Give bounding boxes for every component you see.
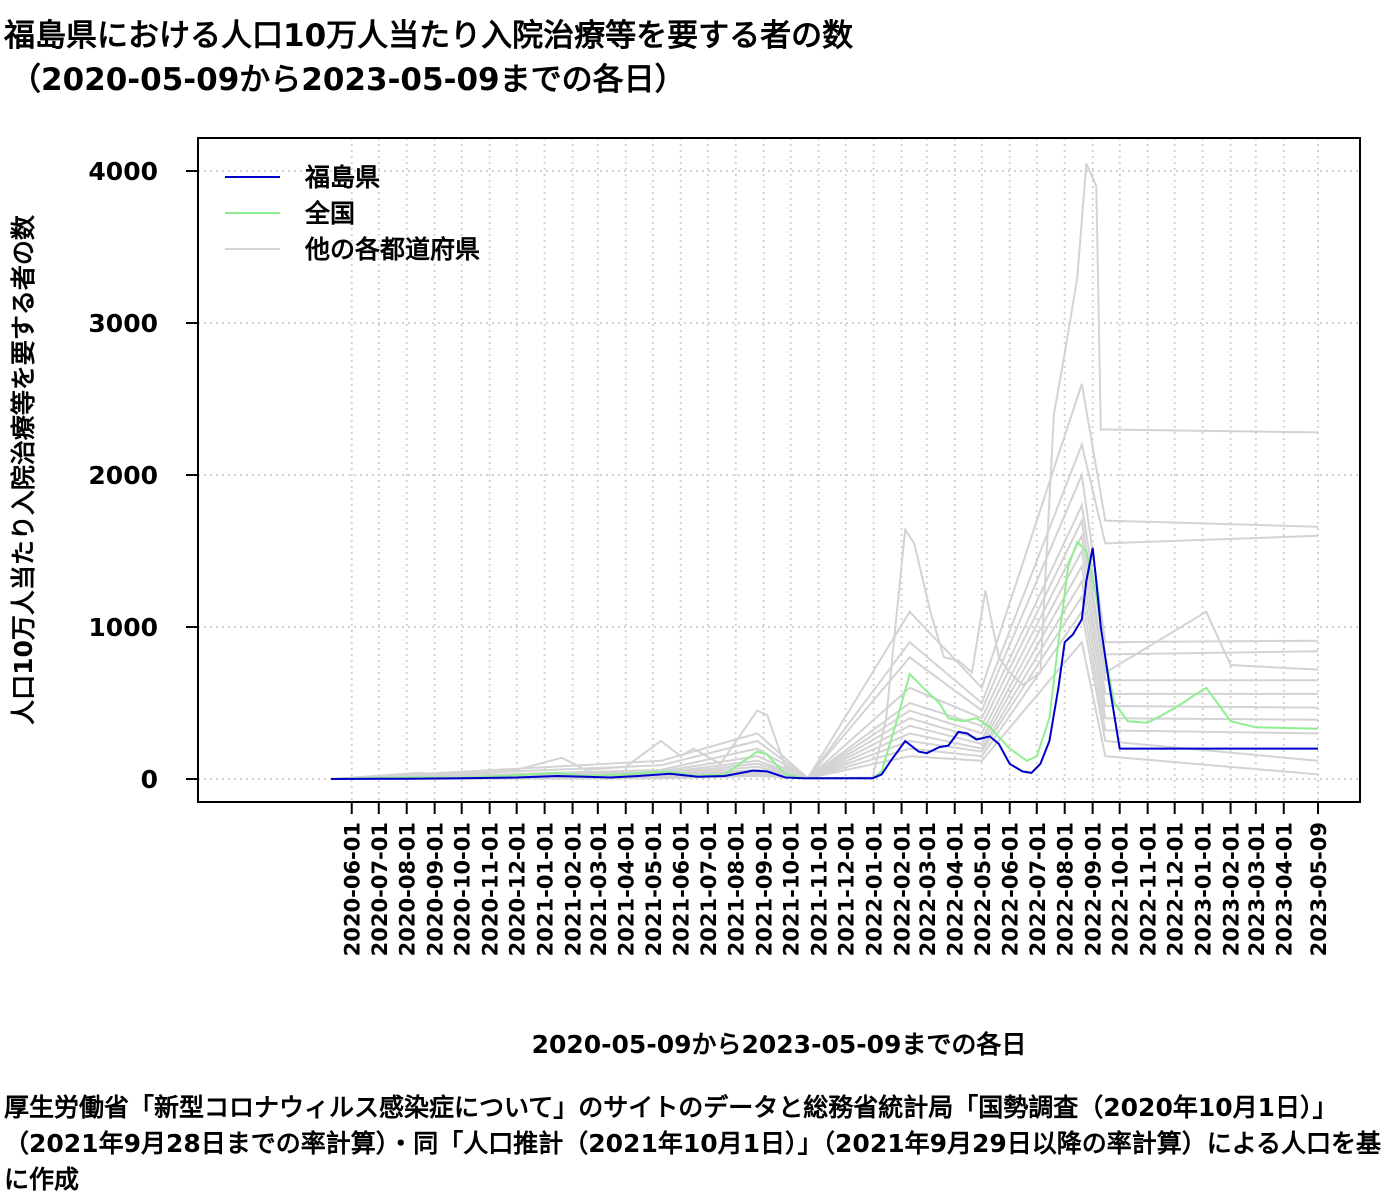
x-tick-label: 2020-12-01 [506, 822, 530, 956]
x-tick-label: 2021-07-01 [697, 822, 721, 956]
x-tick-label: 2021-11-01 [808, 822, 832, 956]
x-tick-label: 2022-01-01 [863, 822, 887, 956]
x-tick-label: 2021-06-01 [670, 822, 694, 956]
legend-label: 福島県 [304, 163, 380, 192]
series-line-other-7 [330, 547, 1318, 780]
title-line-1: 福島県における人口10万人当たり入院治療等を要する者の数 [4, 18, 854, 54]
y-tick-label: 1000 [88, 613, 158, 642]
chart-title: 福島県における人口10万人当たり入院治療等を要する者の数 （2020-05-09… [4, 14, 853, 102]
x-tick-label: 2022-09-01 [1082, 822, 1106, 956]
x-tick-label: 2021-08-01 [725, 822, 749, 956]
x-tick-label: 2022-05-01 [971, 822, 995, 956]
x-tick-label: 2020-10-01 [451, 822, 475, 956]
x-tick-label: 2023-02-01 [1220, 822, 1244, 956]
x-tick-label: 2023-05-09 [1307, 822, 1331, 956]
series-line-2 [330, 540, 1319, 780]
y-axis: 0 1000 2000 3000 4000 [88, 157, 198, 794]
y-tick-label: 0 [141, 765, 158, 794]
x-tick-label: 2022-04-01 [944, 822, 968, 956]
x-tick-label: 2023-04-01 [1273, 822, 1297, 956]
x-tick-label: 2022-07-01 [1026, 822, 1050, 956]
x-tick-label: 2023-03-01 [1245, 822, 1269, 956]
x-tick-label: 2021-03-01 [587, 822, 611, 956]
x-tick-label: 2021-04-01 [615, 822, 639, 956]
x-tick-label: 2020-06-01 [341, 822, 365, 956]
series-line-other-1 [330, 383, 1319, 780]
x-axis-label: 2020-05-09から2023-05-09までの各日 [531, 1030, 1027, 1059]
legend-label: 全国 [304, 199, 355, 228]
series-line-other-11 [330, 609, 1319, 780]
x-tick-label: 2021-10-01 [780, 822, 804, 956]
x-tick-label: 2022-10-01 [1109, 822, 1133, 956]
y-axis-label: 人口10万人当たり入院治療等を要する者の数 [9, 214, 38, 725]
x-tick-label: 2022-12-01 [1164, 822, 1188, 956]
x-tick-label: 2021-05-01 [642, 822, 666, 956]
source-caption: 厚生労働省「新型コロナウィルス感染症について」のサイトのデータと総務省統計局「国… [4, 1093, 1382, 1194]
x-tick-label: 2022-02-01 [891, 822, 915, 956]
series-line-other-3 [330, 471, 1319, 780]
x-tick-label: 2021-01-01 [534, 822, 558, 956]
x-tick-label: 2021-02-01 [562, 822, 586, 956]
x-tick-label: 2020-09-01 [424, 822, 448, 956]
series-lines [330, 162, 1319, 780]
x-tick-label: 2020-11-01 [479, 822, 503, 956]
series-line-other-6 [330, 532, 1318, 780]
series-line-other-2 [330, 441, 1319, 780]
series-line-other-12 [330, 639, 1319, 780]
series-line-1 [330, 547, 1318, 780]
x-tick-label: 2021-12-01 [835, 822, 859, 956]
x-axis: 2020-06-01 2020-07-01 2020-08-01 2020-09-01… [341, 801, 1331, 956]
series-line-3 [330, 162, 1319, 780]
grid [198, 138, 1360, 802]
x-tick-label: 2020-08-01 [396, 822, 420, 956]
x-tick-label: 2022-08-01 [1054, 822, 1078, 956]
y-tick-label: 3000 [88, 309, 158, 338]
series-line-other-5 [330, 517, 1319, 780]
y-tick-label: 2000 [88, 461, 158, 490]
legend-label: 他の各都道府県 [304, 235, 480, 264]
x-tick-label: 2022-06-01 [999, 822, 1023, 956]
x-tick-label: 2022-11-01 [1137, 822, 1161, 956]
other-prefectures-lines [330, 383, 1319, 780]
x-tick-label: 2022-03-01 [916, 822, 940, 956]
x-tick-label: 2021-09-01 [753, 822, 777, 956]
y-tick-label: 4000 [88, 157, 158, 186]
x-tick-label: 2020-07-01 [368, 822, 392, 956]
x-tick-label: 2023-01-01 [1192, 822, 1216, 956]
title-line-2: （2020-05-09から2023-05-09までの各日） [10, 62, 686, 98]
